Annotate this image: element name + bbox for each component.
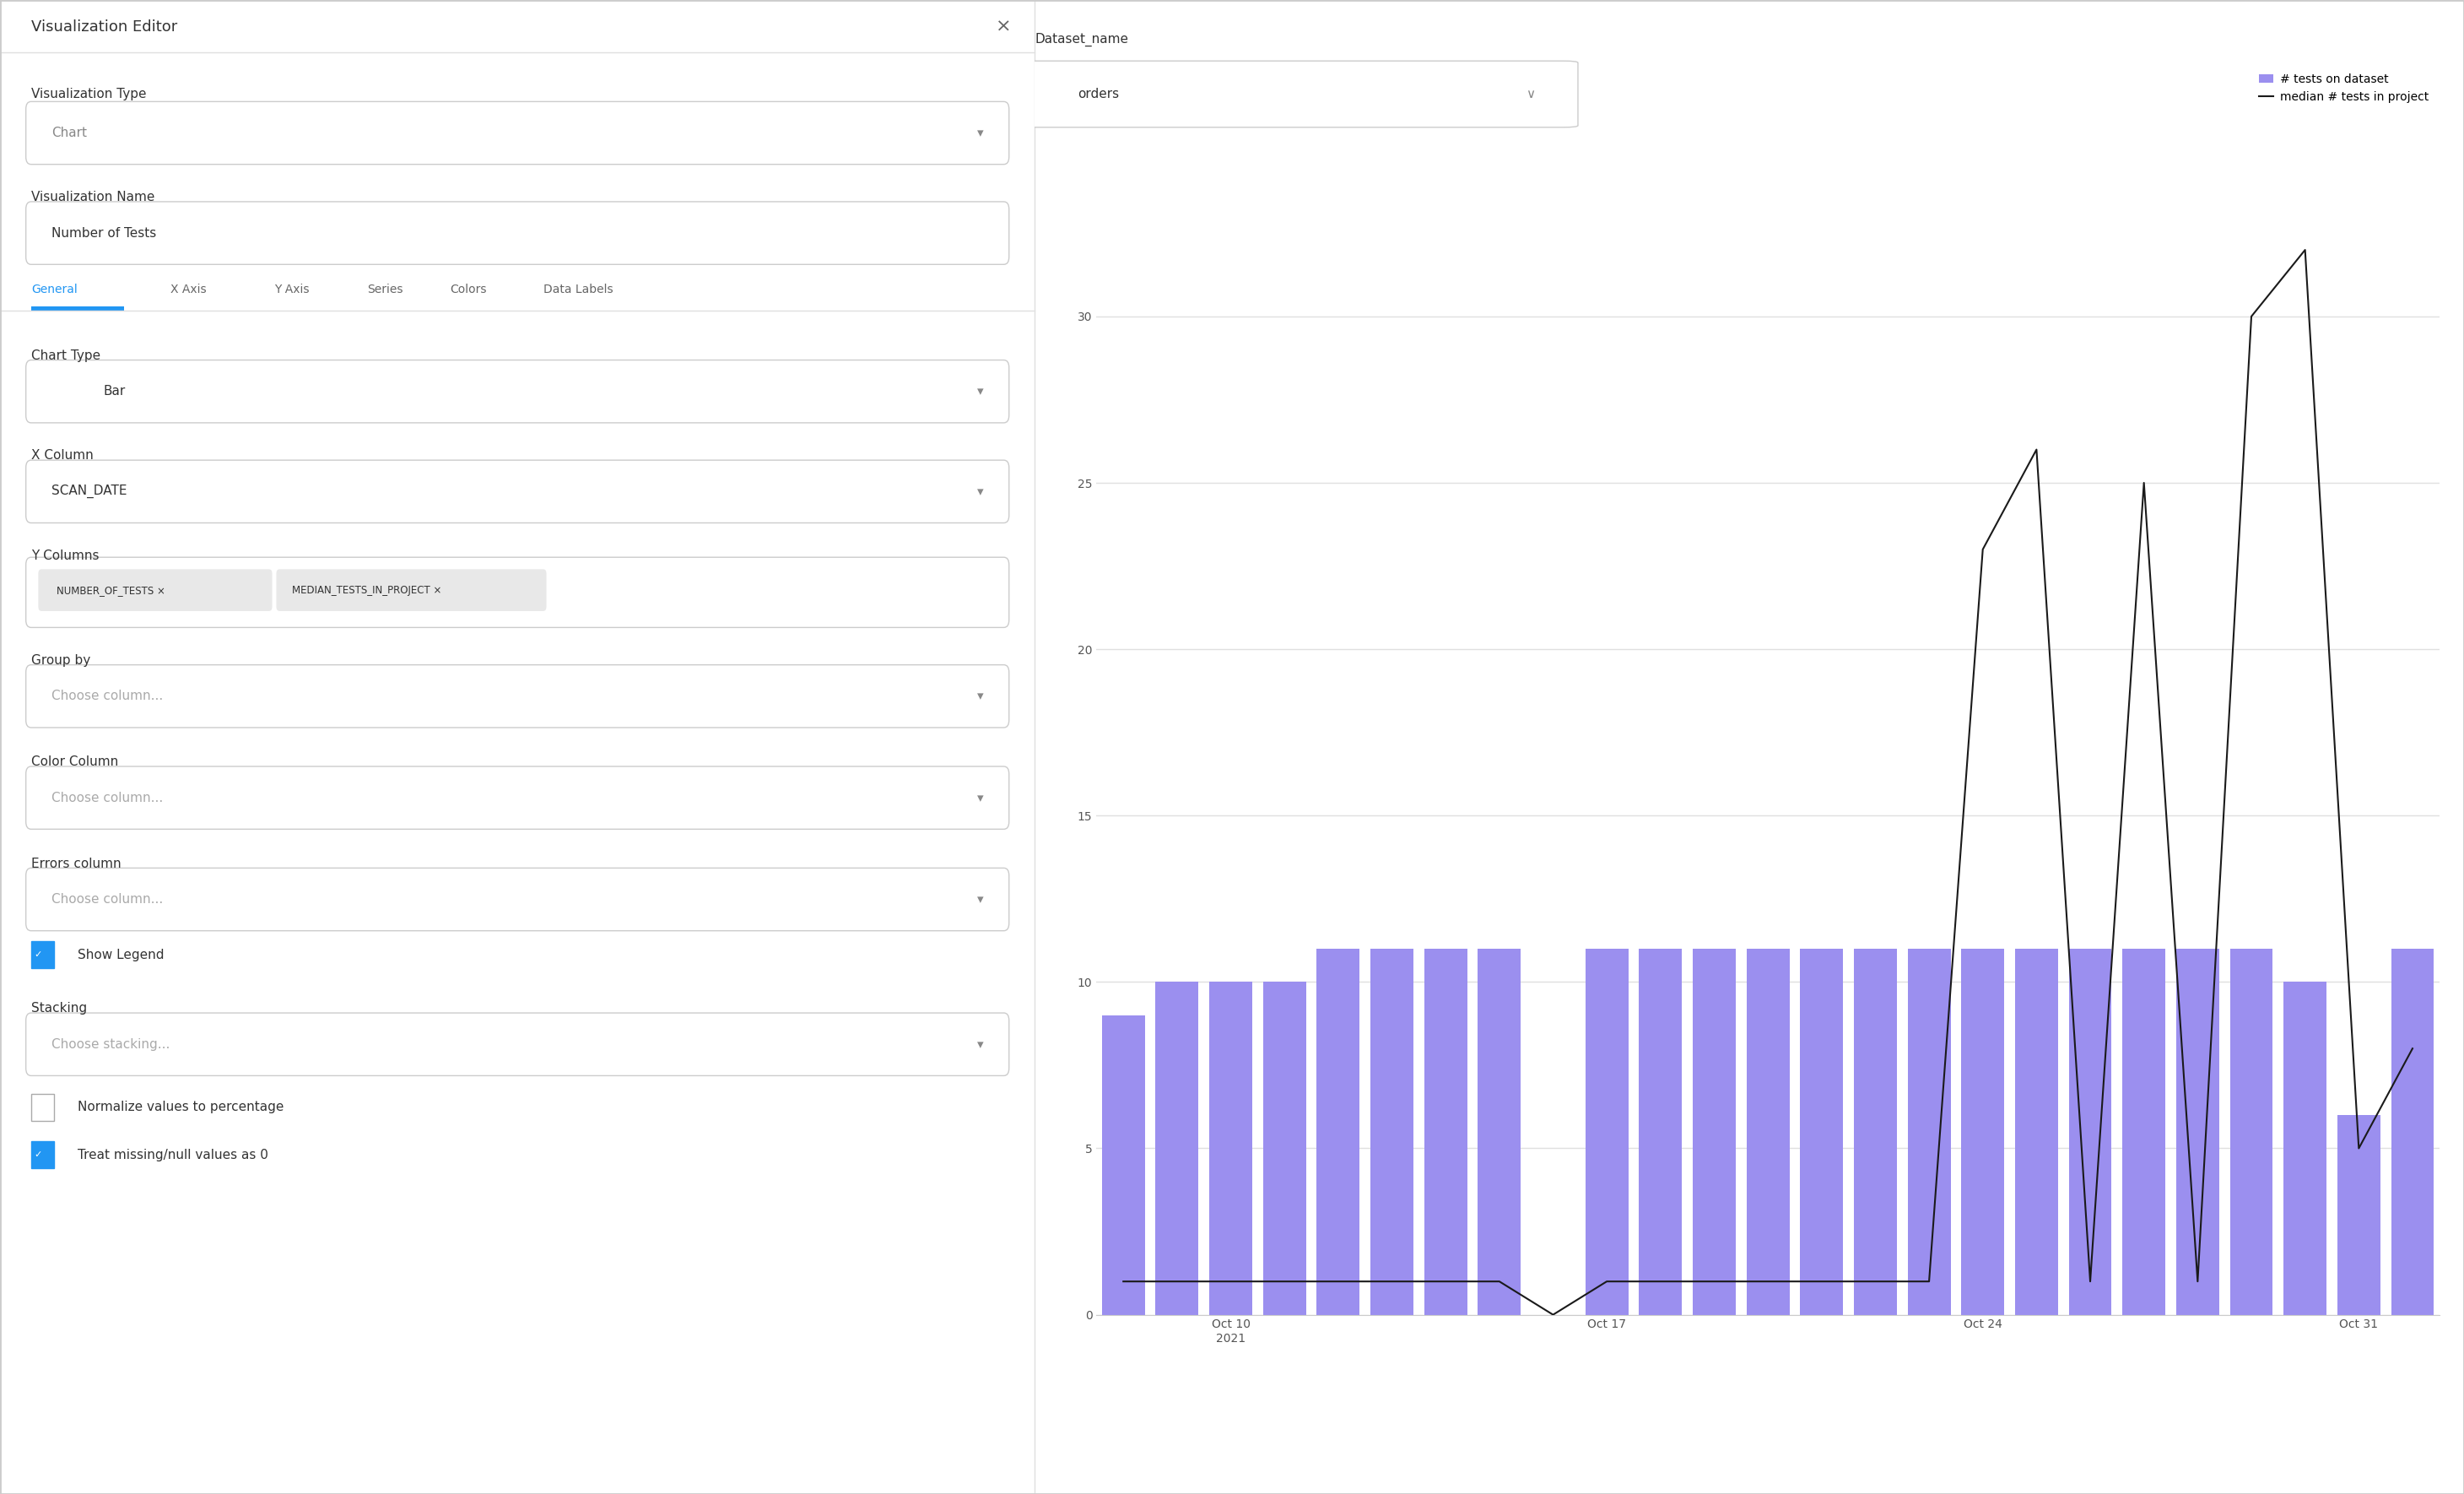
Text: Chart: Chart [52,127,86,139]
Bar [1370,949,1414,1315]
Text: Choose column...: Choose column... [52,893,163,905]
Bar [2390,949,2434,1315]
Text: NUMBER_OF_TESTS ×: NUMBER_OF_TESTS × [57,584,165,596]
Legend: # tests on dataset, median # tests in project: # tests on dataset, median # tests in pr… [2255,69,2434,108]
Text: ▾: ▾ [976,486,983,498]
Text: ▾: ▾ [976,792,983,804]
Text: Y Columns: Y Columns [32,550,99,562]
Bar [2230,949,2272,1315]
Text: Group by: Group by [32,654,91,666]
Bar [1961,949,2003,1315]
Bar [2016,949,2057,1315]
Bar [1907,949,1951,1315]
Bar [1584,949,1629,1315]
Bar [32,1141,54,1168]
Text: Y Axis: Y Axis [274,284,310,296]
Text: ▾: ▾ [976,690,983,702]
Bar [0,0,1035,52]
Text: ✓: ✓ [34,1150,42,1159]
Text: ×: × [995,18,1013,36]
FancyBboxPatch shape [276,569,547,611]
Text: ✓: ✓ [34,950,42,959]
Bar [2176,949,2220,1315]
Text: X Column: X Column [32,450,94,462]
Bar [1639,949,1683,1315]
Bar [1156,982,1198,1315]
Text: General: General [32,284,76,296]
FancyBboxPatch shape [1020,61,1577,127]
Bar [2070,949,2112,1315]
Text: Chart Type: Chart Type [32,350,101,362]
FancyBboxPatch shape [25,766,1008,829]
Bar [1478,949,1520,1315]
Bar [1316,949,1360,1315]
Bar [2284,982,2326,1315]
Bar [32,1094,54,1120]
Bar [1210,982,1252,1315]
Text: Errors column: Errors column [32,858,121,870]
Bar [1853,949,1897,1315]
Bar [1801,949,1843,1315]
FancyBboxPatch shape [25,460,1008,523]
FancyBboxPatch shape [25,202,1008,264]
Text: Choose column...: Choose column... [52,792,163,804]
Text: MEDIAN_TESTS_IN_PROJECT ×: MEDIAN_TESTS_IN_PROJECT × [291,584,441,596]
Text: orders: orders [1077,88,1119,100]
Text: ∨: ∨ [1525,88,1535,100]
Text: X Axis: X Axis [170,284,207,296]
FancyBboxPatch shape [25,360,1008,423]
Bar [1747,949,1789,1315]
Text: Treat missing/null values as 0: Treat missing/null values as 0 [76,1149,269,1161]
Text: SCAN_DATE: SCAN_DATE [52,484,128,499]
Text: Color Column: Color Column [32,756,118,768]
Bar [1424,949,1466,1315]
FancyBboxPatch shape [25,557,1008,627]
Text: ▾: ▾ [976,385,983,397]
Bar [1264,982,1306,1315]
Bar [1101,1016,1146,1315]
Text: Visualization Type: Visualization Type [32,88,145,100]
FancyBboxPatch shape [25,665,1008,728]
Bar [2338,1115,2380,1315]
Text: Data Labels: Data Labels [542,284,614,296]
Text: Choose column...: Choose column... [52,690,163,702]
Text: Visualization Editor: Visualization Editor [32,19,177,34]
Text: Normalize values to percentage: Normalize values to percentage [76,1101,283,1113]
Text: ▾: ▾ [976,127,983,139]
Bar [1693,949,1735,1315]
Text: Bar: Bar [103,385,126,397]
Text: Choose stacking...: Choose stacking... [52,1038,170,1050]
FancyBboxPatch shape [25,868,1008,931]
Text: ▾: ▾ [976,1038,983,1050]
Bar [32,941,54,968]
Bar [32,306,123,311]
Text: Dataset_name: Dataset_name [1035,33,1129,46]
Text: Stacking: Stacking [32,1002,86,1014]
FancyBboxPatch shape [39,569,271,611]
FancyBboxPatch shape [25,1013,1008,1076]
Text: Visualization Name: Visualization Name [32,191,155,203]
Text: ▾: ▾ [976,893,983,905]
Text: Colors: Colors [451,284,488,296]
FancyBboxPatch shape [25,102,1008,164]
Text: Show Legend: Show Legend [76,949,165,961]
Text: Number of Tests: Number of Tests [52,227,158,239]
Text: Series: Series [367,284,404,296]
Bar [2122,949,2166,1315]
